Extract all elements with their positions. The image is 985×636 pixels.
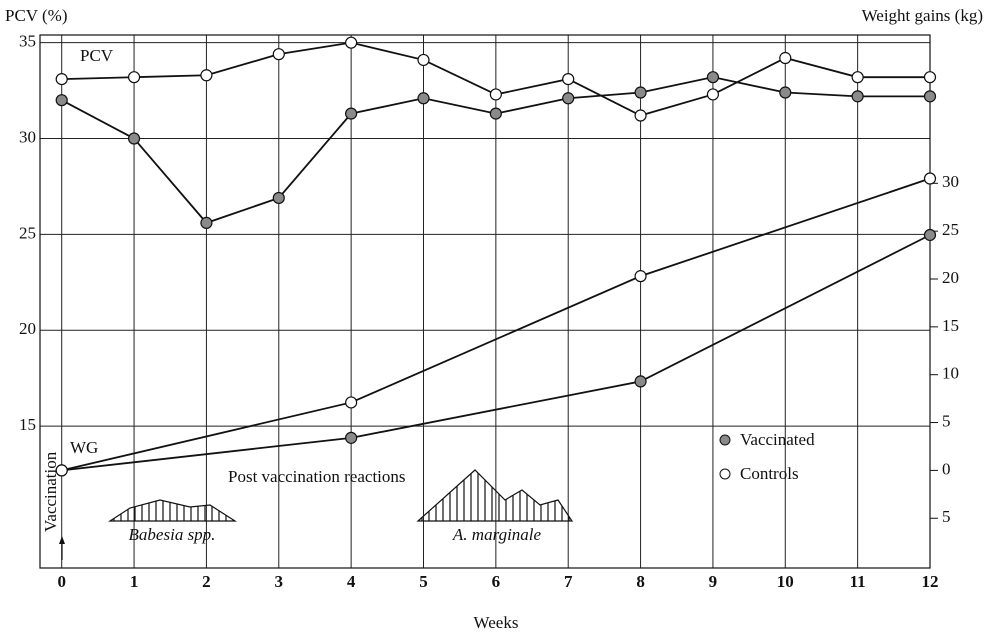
x-tick-label: 10 xyxy=(777,572,794,591)
y-tick-label: 15 xyxy=(19,415,36,434)
point xyxy=(562,72,575,86)
y-tick-label: 35 xyxy=(19,32,36,51)
x-axis-title: Weeks xyxy=(474,613,519,632)
y2-tick-label: 20 xyxy=(942,268,959,287)
marginale-label: A. marginale xyxy=(452,525,542,544)
legend-marker xyxy=(719,434,731,446)
x-tick-label: 8 xyxy=(636,572,645,591)
series-line xyxy=(61,234,931,472)
y-tick-label: 30 xyxy=(19,127,36,146)
x-tick-label: 4 xyxy=(347,572,356,591)
point xyxy=(562,92,575,105)
point xyxy=(345,107,358,120)
point xyxy=(706,88,720,101)
y-tick-label: 25 xyxy=(19,223,36,242)
point xyxy=(634,375,647,388)
point xyxy=(200,69,213,82)
series-line xyxy=(61,177,931,472)
x-tick-label: 7 xyxy=(564,572,573,591)
legend-label: Vaccinated xyxy=(740,430,815,449)
legend-marker xyxy=(719,468,731,480)
y-axis-title: PCV (%) xyxy=(5,6,68,25)
legend-label: Controls xyxy=(740,464,799,483)
x-tick-label: 11 xyxy=(850,572,866,591)
point xyxy=(272,191,285,205)
point xyxy=(923,90,937,103)
vaccination-arrowhead xyxy=(59,536,65,544)
point xyxy=(345,431,358,444)
point xyxy=(779,86,792,99)
reaction-marginale xyxy=(416,469,574,522)
point xyxy=(851,71,864,84)
point xyxy=(272,48,285,61)
y-tick-label: 20 xyxy=(19,319,36,338)
y2-tick-label: 5 xyxy=(942,411,951,430)
point xyxy=(345,396,358,409)
x-tick-label: 2 xyxy=(202,572,211,591)
point xyxy=(489,88,502,101)
y2-tick-label: 0 xyxy=(942,459,951,478)
point xyxy=(634,109,647,122)
x-tick-label: 12 xyxy=(922,572,939,591)
x-tick-label: 3 xyxy=(275,572,284,591)
vaccination-label: Vaccination xyxy=(41,451,60,532)
point xyxy=(200,216,213,229)
point xyxy=(706,71,720,84)
x-tick-label: 5 xyxy=(419,572,428,591)
y2-tick-label: 15 xyxy=(942,316,959,335)
plot-frame xyxy=(39,34,931,569)
point xyxy=(55,72,68,86)
point xyxy=(127,71,141,84)
pcv-label: PCV xyxy=(80,46,114,65)
point xyxy=(127,132,141,145)
point xyxy=(489,107,502,120)
point xyxy=(55,94,68,107)
y2-axis-title: Weight gains (kg) xyxy=(862,6,983,25)
point xyxy=(345,36,358,49)
y2-tick-label: 25 xyxy=(942,220,959,239)
x-tick-label: 6 xyxy=(492,572,501,591)
y2-tick-label: 5 xyxy=(942,507,951,526)
point xyxy=(634,270,647,283)
wg-label: WG xyxy=(70,438,98,457)
x-tick-label: 1 xyxy=(130,572,139,591)
point xyxy=(417,53,430,67)
x-tick-label: 0 xyxy=(57,572,66,591)
reaction-babesia xyxy=(107,499,238,522)
point xyxy=(634,86,647,99)
babesia-label: Babesia spp. xyxy=(129,525,216,544)
reactions-label: Post vaccination reactions xyxy=(228,467,406,486)
x-tick-label: 9 xyxy=(709,572,718,591)
point xyxy=(923,172,937,185)
y2-tick-label: 30 xyxy=(942,172,959,191)
point xyxy=(923,228,937,242)
y2-tick-label: 10 xyxy=(942,364,959,383)
point xyxy=(923,71,937,84)
point xyxy=(417,92,430,105)
point xyxy=(851,90,864,103)
point xyxy=(779,51,792,65)
point xyxy=(55,464,68,477)
